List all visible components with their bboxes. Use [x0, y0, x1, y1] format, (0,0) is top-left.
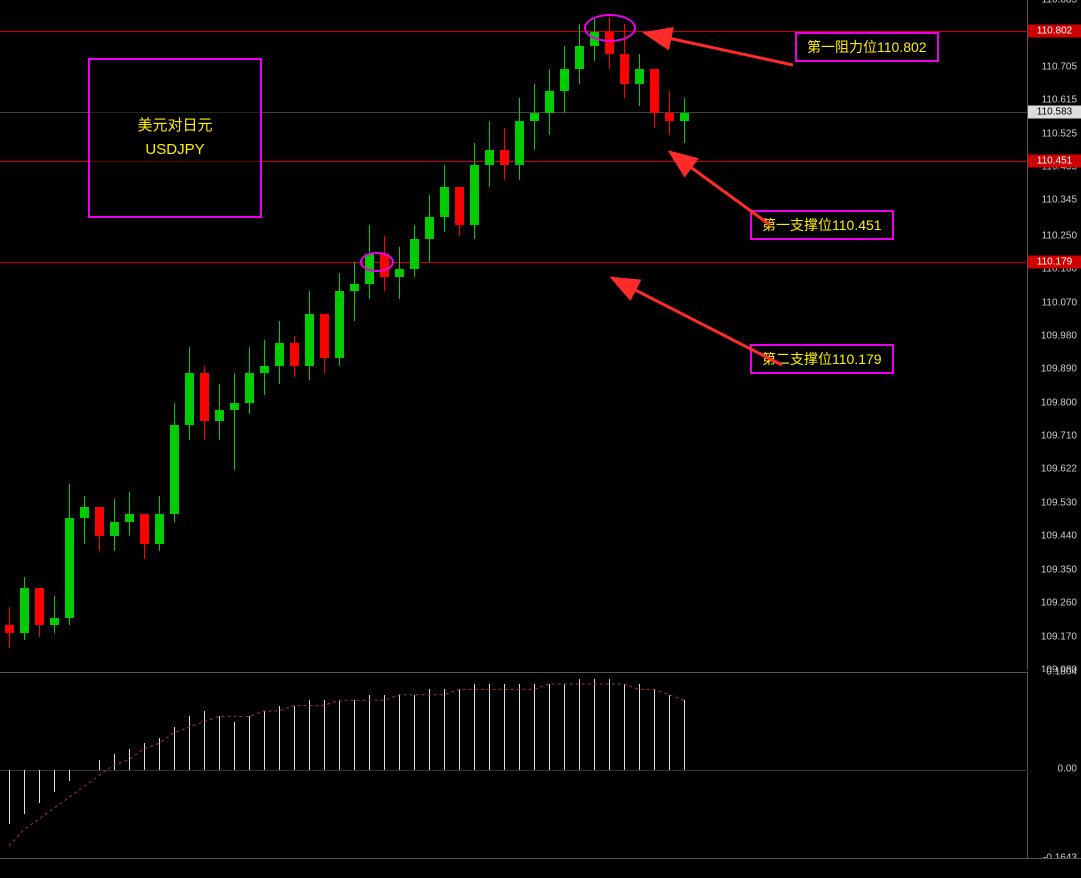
- price-tag: 110.802: [1028, 24, 1081, 37]
- x-axis: [0, 858, 1081, 878]
- candle: [440, 165, 449, 232]
- y-tick-label: 110.070: [1042, 297, 1077, 308]
- ellipse-marker: [360, 252, 394, 272]
- y-tick-label: 110.345: [1042, 195, 1077, 206]
- candle: [260, 340, 269, 396]
- candle: [425, 195, 434, 262]
- ellipse-marker: [584, 14, 636, 42]
- title-line1: 美元对日元: [137, 114, 212, 138]
- candle: [35, 611, 44, 637]
- candle: [110, 499, 119, 551]
- candle: [560, 46, 569, 113]
- annotation-support1: 第一支撑位110.451: [750, 210, 894, 240]
- candle: [455, 195, 464, 236]
- candle: [665, 91, 674, 136]
- y-tick-label: 110.250: [1042, 230, 1077, 241]
- candle: [155, 496, 164, 552]
- annotation-text: 第一支撑位110.451: [762, 215, 882, 235]
- candle: [275, 321, 284, 384]
- candle: [305, 291, 314, 380]
- annotation-text: 第一阻力位110.802: [807, 37, 927, 57]
- annotation-resistance1: 第一阻力位110.802: [795, 32, 939, 62]
- y-axis-main: 110.885110.802110.795110.705110.615110.5…: [1028, 0, 1081, 670]
- title-line2: USDJPY: [145, 138, 204, 162]
- candle: [65, 484, 74, 625]
- y-tick-label: 110.885: [1042, 0, 1077, 6]
- candle: [95, 514, 104, 551]
- y-tick-label: 109.890: [1041, 364, 1077, 375]
- candle: [215, 384, 224, 440]
- y-tick-label: 110.525: [1042, 128, 1077, 139]
- y-tick-label: 109.170: [1041, 631, 1077, 642]
- y-axis-indicator: 0.18040.00-0.1643: [1028, 672, 1081, 858]
- y-tick-label: 109.710: [1041, 431, 1077, 442]
- candle: [575, 24, 584, 83]
- candle: [200, 366, 209, 440]
- candle: [230, 373, 239, 470]
- candle: [80, 496, 89, 544]
- indicator-signal-layer: [0, 673, 1028, 859]
- candle: [500, 128, 509, 180]
- candle: [320, 329, 329, 374]
- indicator-chart[interactable]: [0, 672, 1028, 858]
- candle: [185, 347, 194, 440]
- y-tick-label: 109.980: [1041, 330, 1077, 341]
- candle: [395, 247, 404, 299]
- candle: [350, 262, 359, 321]
- y-tick-label: 109.622: [1041, 463, 1077, 474]
- candle: [140, 525, 149, 558]
- annotation-support2: 第二支撑位110.179: [750, 344, 894, 374]
- price-tag: 110.451: [1028, 155, 1081, 168]
- candle: [650, 76, 659, 128]
- candle: [410, 225, 419, 277]
- indicator-y-tick: 0.00: [1058, 764, 1077, 775]
- candle: [485, 121, 494, 188]
- candle: [125, 492, 134, 537]
- horizontal-line: [0, 262, 1028, 263]
- main-chart[interactable]: 美元对日元USDJPY 第一阻力位110.802 第一支撑位110.451 第二支撑位…: [0, 0, 1028, 670]
- candle: [635, 54, 644, 106]
- y-tick-label: 110.705: [1042, 61, 1077, 72]
- candle: [170, 403, 179, 522]
- candle: [290, 336, 299, 377]
- candle: [245, 347, 254, 414]
- title-box: 美元对日元USDJPY: [88, 58, 262, 218]
- annotation-text: 第二支撑位110.179: [762, 349, 882, 369]
- y-tick-label: 109.440: [1041, 531, 1077, 542]
- indicator-y-tick: 0.1804: [1046, 667, 1077, 678]
- candle: [335, 273, 344, 366]
- price-tag: 110.179: [1028, 256, 1081, 269]
- y-tick-label: 110.615: [1042, 95, 1077, 106]
- y-tick-label: 109.350: [1041, 564, 1077, 575]
- candle: [545, 69, 554, 136]
- y-tick-label: 109.260: [1041, 598, 1077, 609]
- candle: [530, 84, 539, 151]
- candle: [20, 577, 29, 640]
- candle: [50, 596, 59, 633]
- candle: [680, 98, 689, 143]
- candle: [5, 607, 14, 648]
- y-tick-label: 109.530: [1041, 497, 1077, 508]
- candle: [515, 98, 524, 180]
- price-tag: 110.583: [1028, 106, 1081, 119]
- y-tick-label: 109.800: [1041, 397, 1077, 408]
- candle: [470, 143, 479, 240]
